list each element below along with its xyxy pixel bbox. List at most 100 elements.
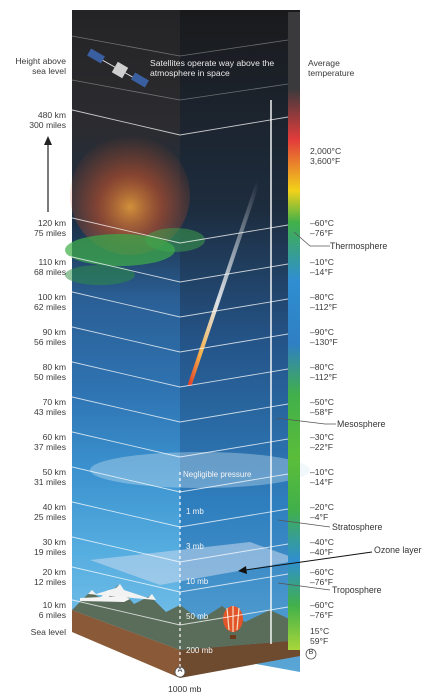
airplane-icon bbox=[80, 590, 130, 602]
up-arrow-icon bbox=[44, 136, 52, 212]
height-km: 60 km bbox=[42, 432, 66, 442]
height-label: 70 km 43 miles bbox=[0, 397, 66, 417]
marker-b bbox=[305, 648, 317, 660]
height-miles: 37 miles bbox=[34, 442, 66, 452]
temperature-label: –60°C –76°F bbox=[310, 567, 334, 587]
temperature-label: –20°C –4°F bbox=[310, 502, 334, 522]
height-miles: 6 miles bbox=[38, 610, 66, 620]
temperature-fahrenheit: –58°F bbox=[310, 407, 334, 417]
height-label: 90 km 56 miles bbox=[0, 327, 66, 347]
height-km: 100 km bbox=[37, 292, 66, 302]
height-title: Height above sea level bbox=[15, 56, 66, 76]
temperature-celsius: 2,000°C bbox=[310, 146, 342, 156]
height-miles: 300 miles bbox=[29, 120, 66, 130]
troposphere-label: Troposphere bbox=[332, 585, 382, 595]
temperature-label: –10°C –14°F bbox=[310, 467, 334, 487]
temperature-label: –60°C –76°F bbox=[310, 218, 334, 238]
ground-side bbox=[180, 640, 300, 678]
column-side-face bbox=[180, 10, 300, 672]
satellite-icon bbox=[87, 48, 149, 88]
height-km: 40 km bbox=[42, 502, 66, 512]
temperature-fahrenheit: –130°F bbox=[310, 337, 338, 347]
height-miles: 75 miles bbox=[34, 228, 66, 238]
pressure-1mb: 1 mb bbox=[186, 507, 204, 516]
height-miles: 62 miles bbox=[34, 302, 66, 312]
pressure-200mb: 200 mb bbox=[186, 646, 213, 655]
leader-lines bbox=[275, 231, 336, 591]
temperature-celsius: –50°C bbox=[310, 397, 334, 407]
temperature-celsius: –80°C bbox=[310, 362, 334, 372]
pressure-negligible: Negligible pressure bbox=[183, 470, 252, 479]
temperature-label: –50°C –58°F bbox=[310, 397, 334, 417]
marker-a-label: A bbox=[177, 667, 183, 674]
sea-level-label: Sea level bbox=[30, 627, 66, 637]
height-label: 60 km 37 miles bbox=[0, 432, 66, 452]
temperature-fahrenheit: 59°F bbox=[310, 636, 329, 646]
height-miles: 50 miles bbox=[34, 372, 66, 382]
cloud-haze bbox=[90, 452, 310, 488]
height-km: 80 km bbox=[42, 362, 66, 372]
stratosphere-label: Stratosphere bbox=[332, 522, 383, 532]
temperature-celsius: –80°C bbox=[310, 292, 334, 302]
ozone-layer-label: Ozone layer bbox=[374, 545, 422, 555]
ground-front bbox=[72, 610, 180, 678]
temperature-label: 15°C 59°F bbox=[310, 626, 329, 646]
height-label: 30 km 19 miles bbox=[0, 537, 66, 557]
temperature-celsius: 15°C bbox=[310, 626, 330, 636]
temperature-celsius: –60°C bbox=[310, 218, 334, 228]
height-miles: 68 miles bbox=[34, 267, 66, 277]
height-miles: 31 miles bbox=[34, 477, 66, 487]
height-km: 20 km bbox=[42, 567, 66, 577]
temperature-fahrenheit: –22°F bbox=[310, 442, 334, 452]
height-label: 80 km 50 miles bbox=[0, 362, 66, 382]
satellite-note: Satellites operate way above the atmosph… bbox=[150, 58, 275, 78]
temperature-celsius: –10°C bbox=[310, 257, 334, 267]
height-label: 20 km 12 miles bbox=[0, 567, 66, 587]
meteor bbox=[188, 180, 260, 386]
temperature-celsius: –20°C bbox=[310, 502, 334, 512]
temperature-fahrenheit: –4°F bbox=[310, 512, 329, 522]
temperature-fahrenheit: –76°F bbox=[310, 610, 334, 620]
height-km: 110 km bbox=[38, 257, 66, 267]
height-miles: 12 miles bbox=[34, 577, 66, 587]
marker-b-label: B bbox=[308, 649, 314, 656]
snow-caps bbox=[88, 584, 156, 600]
height-km: 30 km bbox=[42, 537, 66, 547]
temperature-label: 2,000°C 3,600°F bbox=[310, 146, 341, 166]
pressure-50mb: 50 mb bbox=[186, 612, 209, 621]
ozone-arrow bbox=[238, 551, 373, 574]
temperature-celsius: –90°C bbox=[310, 327, 334, 337]
height-km: 120 km bbox=[37, 218, 66, 228]
marker-a bbox=[174, 666, 186, 678]
temperature-celsius: –10°C bbox=[310, 467, 334, 477]
temperature-label: –30°C –22°F bbox=[310, 432, 334, 452]
height-label: 120 km 75 miles bbox=[0, 218, 66, 238]
height-label: 40 km 25 miles bbox=[0, 502, 66, 522]
temperature-fahrenheit: –76°F bbox=[310, 228, 334, 238]
height-km: 90 km bbox=[42, 327, 66, 337]
temperature-fahrenheit: –14°F bbox=[310, 477, 334, 487]
pressure-1000mb: 1000 mb bbox=[168, 684, 202, 694]
height-miles: 25 miles bbox=[34, 512, 66, 522]
height-km: 70 km bbox=[42, 397, 66, 407]
temperature-fahrenheit: –76°F bbox=[310, 577, 334, 587]
height-label: 50 km 31 miles bbox=[0, 467, 66, 487]
height-label: 480 km 300 miles bbox=[0, 110, 66, 130]
ozone-band bbox=[90, 542, 300, 585]
pressure-10mb: 10 mb bbox=[186, 577, 209, 586]
height-miles: 56 miles bbox=[34, 337, 66, 347]
space-line bbox=[71, 35, 289, 57]
temperature-label: –80°C –112°F bbox=[310, 362, 337, 382]
temperature-label: –10°C –14°F bbox=[310, 257, 334, 277]
mountains bbox=[72, 585, 300, 650]
temperature-label: –40°C –40°F bbox=[310, 537, 334, 557]
hot-air-balloon-icon bbox=[223, 606, 243, 639]
temperature-celsius: –60°C bbox=[310, 600, 334, 610]
temperature-fahrenheit: 3,600°F bbox=[310, 156, 341, 166]
height-label: 100 km 62 miles bbox=[0, 292, 66, 312]
temperature-celsius: –60°C bbox=[310, 567, 334, 577]
temperature-bar bbox=[288, 12, 300, 650]
height-km: 50 km bbox=[42, 467, 66, 477]
thermosphere-label: Thermosphere bbox=[330, 241, 388, 251]
